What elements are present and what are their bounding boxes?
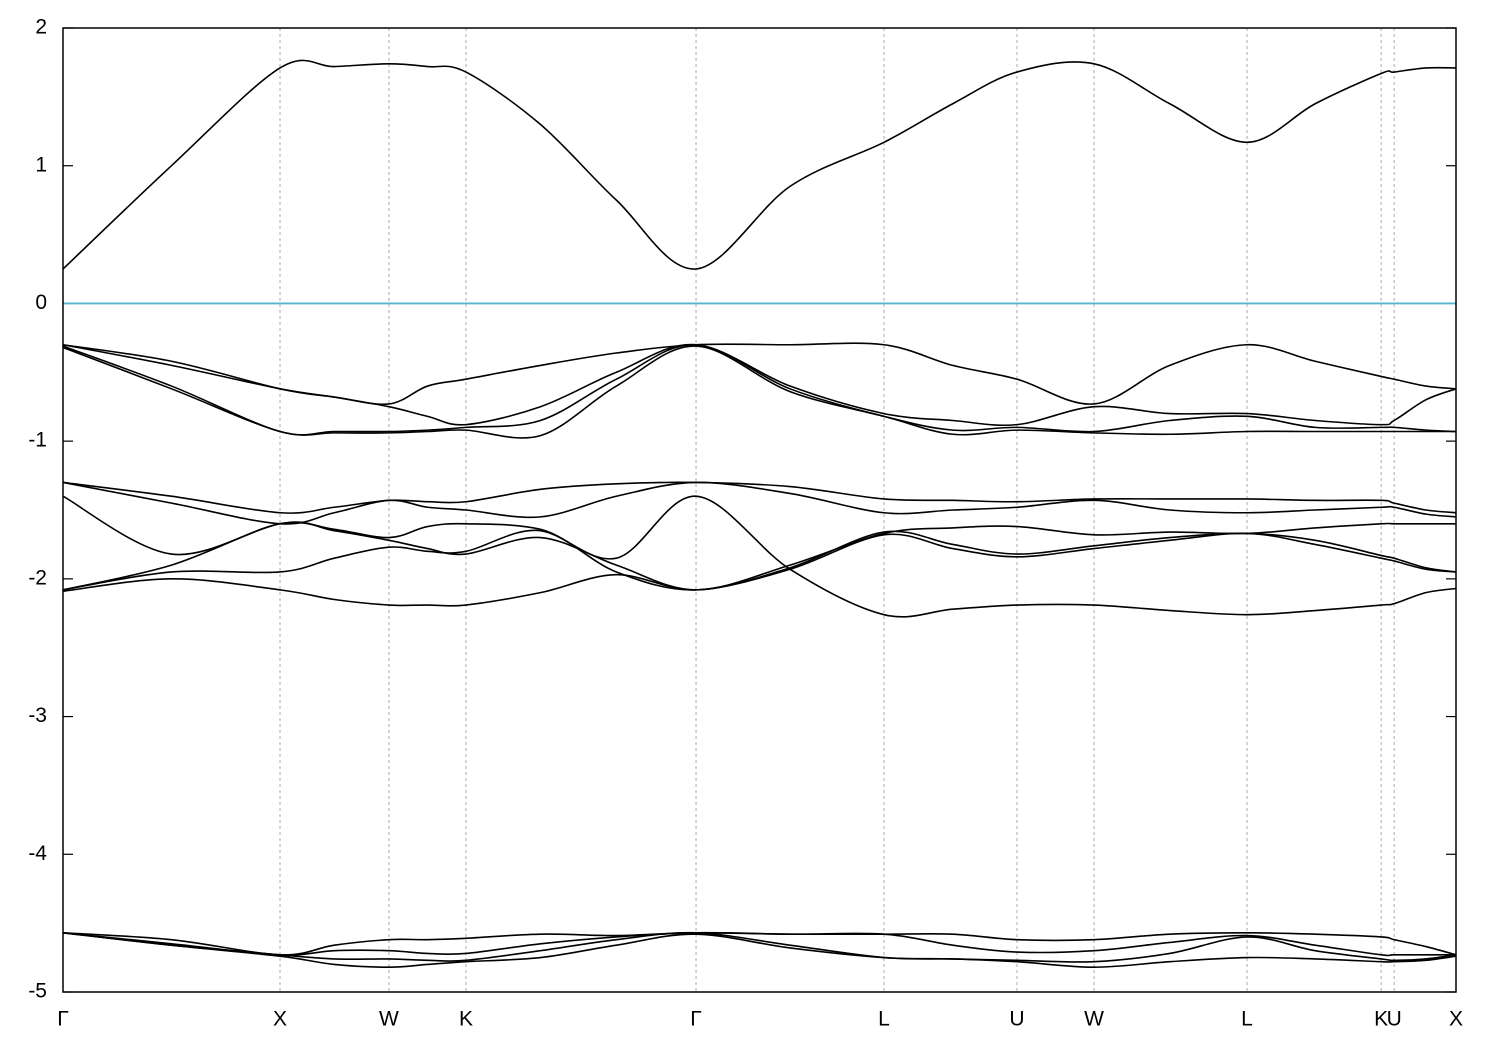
x-tick-label: X [1449,1008,1463,1031]
x-tick-label: W [1084,1008,1104,1031]
band-line [62,931,1456,957]
x-tick-label: K [1374,1008,1388,1031]
plot-frame [62,27,1457,993]
band-line [62,521,1456,591]
x-tick-label: Γ [690,1008,702,1031]
x-tick-label: K [459,1008,473,1031]
x-tick-label: Γ [57,1008,69,1031]
band-line [62,481,1457,525]
band-line [62,529,1457,591]
bands [62,59,1457,969]
band-line [62,532,1457,607]
y-tick-label: 1 [35,153,47,176]
band-line [62,59,1457,270]
band-line [62,343,1457,436]
x-tick-label: U [1009,1008,1024,1031]
x-tick-label: W [379,1008,399,1031]
band-line [62,345,1456,439]
y-tick-label: 0 [35,291,47,314]
x-tick-label: L [1241,1008,1253,1031]
y-tick-label: -1 [28,429,47,452]
band-line [62,931,1457,963]
x-tick-label: U [1387,1008,1402,1031]
x-tick-label: X [273,1008,287,1031]
band-line [62,495,1457,618]
y-tick-label: -4 [28,842,47,865]
x-tick-label: L [878,1008,890,1031]
y-tick-label: -3 [28,704,47,727]
band-line [62,343,1457,427]
band-line [62,481,1457,514]
band-line [62,931,1457,969]
y-tick-label: -2 [28,566,47,589]
y-tick-label: 2 [35,16,47,39]
y-tick-label: -5 [28,980,47,1003]
